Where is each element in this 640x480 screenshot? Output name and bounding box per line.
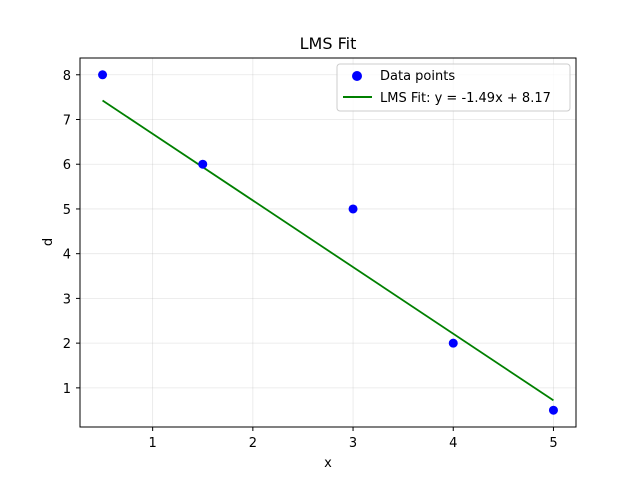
legend-box (336, 63, 571, 112)
legend: Data points LMS Fit: y = -1.49x + 8.17 (336, 63, 571, 112)
y-tick-label: 5 (63, 203, 71, 218)
fit-line (102, 99, 554, 402)
y-tick-label: 1 (63, 382, 71, 397)
y-tick-label: 8 (63, 69, 71, 84)
y-tick-label: 7 (63, 114, 71, 129)
x-axis-label: x (324, 456, 332, 471)
x-tick-label: 2 (249, 436, 257, 451)
grid (80, 58, 576, 427)
x-tick-label: 3 (349, 436, 357, 451)
y-axis-label: d (41, 238, 56, 246)
chart-title: LMS Fit (300, 34, 357, 53)
data-point (348, 204, 358, 214)
plot-frame (79, 57, 577, 428)
legend-label-data-points: Data points (380, 69, 455, 84)
data-point (198, 159, 208, 169)
plot-marks (98, 70, 558, 415)
y-tick-label: 3 (63, 292, 71, 307)
x-tick-label: 4 (449, 436, 457, 451)
legend-marker-data-points (352, 71, 362, 81)
data-point (548, 405, 558, 415)
legend-label-lms-fit: LMS Fit: y = -1.49x + 8.17 (380, 91, 551, 106)
y-tick-label: 2 (63, 337, 71, 352)
data-point (448, 338, 458, 348)
data-point (98, 70, 108, 80)
x-axis-ticks: 1 2 3 4 5 (149, 427, 558, 451)
y-tick-label: 6 (63, 158, 71, 173)
x-tick-label: 5 (549, 436, 557, 451)
x-tick-label: 1 (149, 436, 157, 451)
y-axis-ticks: 1 2 3 4 5 6 7 8 (63, 69, 80, 397)
y-tick-label: 4 (63, 248, 71, 263)
